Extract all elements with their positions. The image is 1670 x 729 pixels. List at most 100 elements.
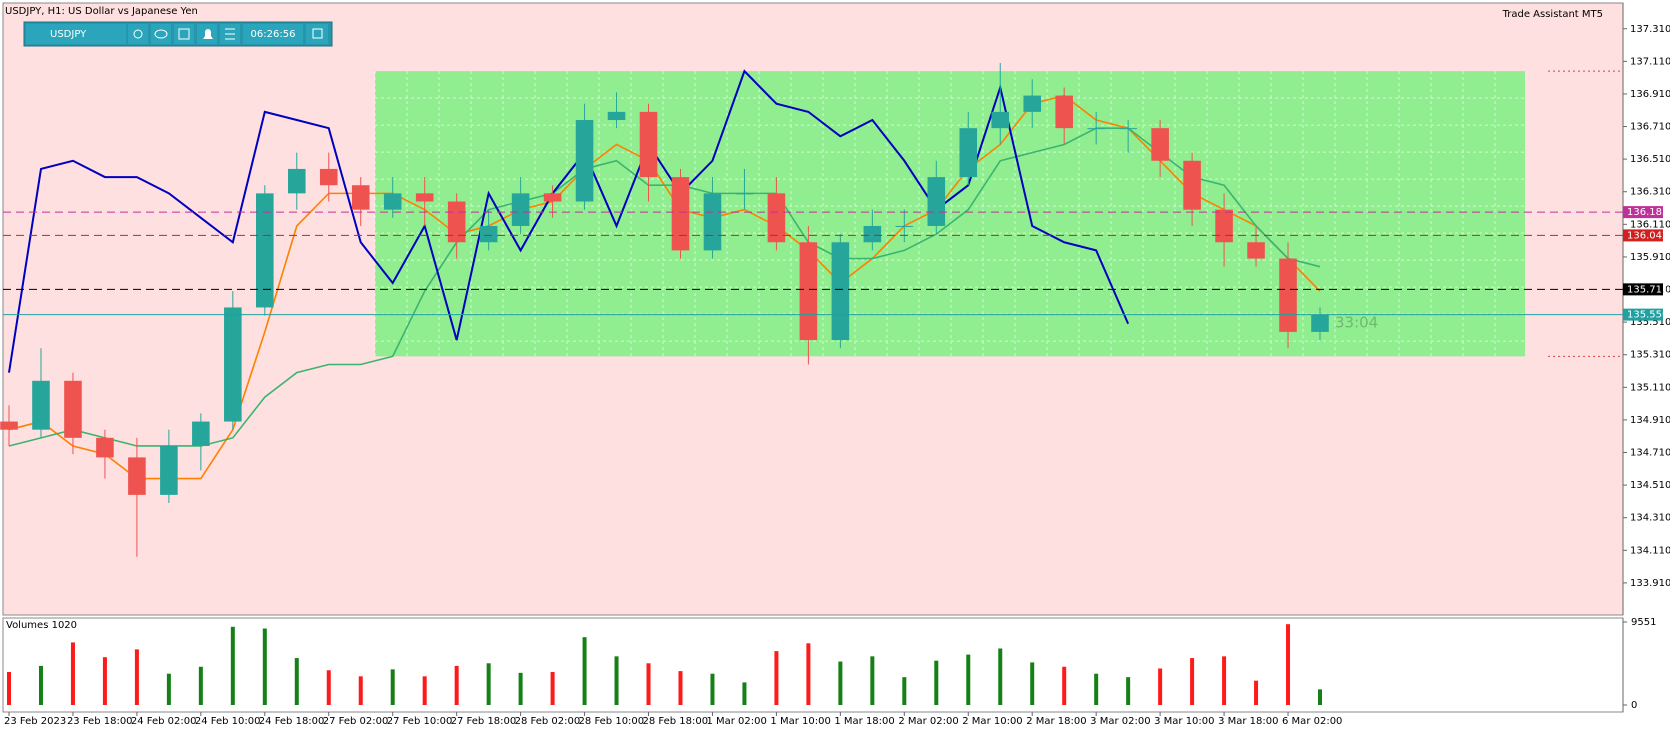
candle-body <box>895 225 914 227</box>
candle-body <box>1151 128 1169 161</box>
chart-title: USDJPY, H1: US Dollar vs Japanese Yen <box>5 6 198 17</box>
candle-body <box>96 437 114 458</box>
candle-body <box>1247 242 1265 259</box>
candle-body <box>287 168 306 194</box>
volume-bar <box>646 663 651 705</box>
candle-body <box>383 193 402 210</box>
candle-body <box>991 111 1010 129</box>
volume-bar <box>774 651 779 705</box>
candle-body <box>1183 160 1201 210</box>
volume-bar <box>1286 624 1291 705</box>
candle-body <box>256 193 274 308</box>
candle-body <box>351 185 370 210</box>
candle-body <box>415 193 434 202</box>
y-tick-label: 134.710 <box>1630 448 1670 459</box>
volume-bar <box>198 666 203 705</box>
volume-bar <box>1158 668 1163 705</box>
x-tick-label: 28 Feb 18:00 <box>643 716 709 727</box>
volume-bar <box>806 643 811 705</box>
volume-bar <box>966 654 971 705</box>
price-level-label: 136.042 <box>1627 230 1668 241</box>
view-button[interactable] <box>151 24 171 44</box>
y-tick-label: 137.310 <box>1630 24 1670 35</box>
y-tick-label: 135.110 <box>1630 382 1670 393</box>
icon <box>225 28 235 40</box>
volume-bar <box>870 656 875 705</box>
price-level-label: 136.185 <box>1627 207 1668 218</box>
x-tick-label: 27 Feb 02:00 <box>323 716 389 727</box>
volume-bar <box>38 665 43 705</box>
x-tick-label: 28 Feb 02:00 <box>515 716 581 727</box>
y-tick-label: 136.110 <box>1630 219 1670 230</box>
icon <box>133 29 143 39</box>
candle-body <box>319 168 338 186</box>
price-level-label: 135.711 <box>1627 284 1668 295</box>
price-level-tag <box>1623 308 1663 321</box>
price-level-tag <box>1623 229 1663 242</box>
candle-body <box>1279 258 1297 332</box>
y-tick-label: 135.310 <box>1630 350 1670 361</box>
volume-bar <box>1318 689 1322 705</box>
symbol-select[interactable] <box>26 24 126 44</box>
volume-bar <box>1094 673 1099 705</box>
clock: 06:26:56 <box>251 29 296 40</box>
y-tick-label: 137.110 <box>1630 56 1670 67</box>
expert-name: Trade Assistant MT5 <box>1502 9 1603 20</box>
volume-bar <box>710 673 715 705</box>
candle-body <box>959 128 978 178</box>
candle-body <box>224 307 242 422</box>
x-tick-label: 23 Feb 2023 <box>4 716 66 727</box>
candle-body <box>447 201 466 243</box>
candle-body <box>0 421 18 430</box>
candle-body <box>1311 314 1329 332</box>
candle-body <box>735 193 754 195</box>
y-tick-label: 136.910 <box>1630 89 1670 100</box>
y-tick-label: 134.110 <box>1630 545 1670 556</box>
candle-body <box>671 177 690 251</box>
volume-bar <box>294 658 299 705</box>
y-tick-label: 135.510 <box>1630 317 1670 328</box>
x-tick-label: 3 Mar 10:00 <box>1154 716 1214 727</box>
volume-bar <box>998 648 1003 705</box>
volume-bar <box>422 676 427 705</box>
screenshot-button[interactable] <box>128 24 148 44</box>
x-tick-label: 28 Feb 10:00 <box>579 716 645 727</box>
x-tick-label: 2 Mar 18:00 <box>1026 716 1086 727</box>
candle-body <box>1055 95 1073 129</box>
volume-bar <box>166 673 171 705</box>
x-tick-label: 27 Feb 10:00 <box>387 716 453 727</box>
candle-body <box>479 225 498 243</box>
x-tick-label: 24 Feb 18:00 <box>259 716 325 727</box>
candle-body <box>1119 128 1137 130</box>
volume-bar <box>742 682 747 705</box>
candle-body <box>543 193 562 202</box>
candle-body <box>703 193 722 251</box>
clock-box <box>243 24 303 44</box>
candle-body <box>1023 95 1042 112</box>
y-tick-label: 0 <box>1631 700 1637 711</box>
volume-bar <box>518 672 523 705</box>
candle-body <box>1087 128 1105 130</box>
y-tick-label: 134.510 <box>1630 480 1670 491</box>
volume-bar <box>614 656 619 705</box>
price-level-label: 135.556 <box>1627 310 1668 321</box>
volume-bar <box>358 676 363 705</box>
window-button[interactable] <box>306 24 328 44</box>
candle-body <box>511 193 530 226</box>
candle-body <box>32 380 50 430</box>
volume-bar <box>1190 658 1195 705</box>
volume-bar <box>7 671 11 705</box>
x-tick-label: 1 Mar 10:00 <box>770 716 830 727</box>
volume-bar <box>934 660 939 705</box>
candle-body <box>767 193 786 243</box>
calendar-button[interactable] <box>174 24 194 44</box>
x-tick-label: 6 Mar 02:00 <box>1282 716 1342 727</box>
candle-body <box>160 445 178 495</box>
volume-bar <box>230 626 235 705</box>
volume-bar <box>902 677 907 705</box>
volume-bar <box>1254 680 1259 705</box>
icon <box>154 29 168 39</box>
volume-bar <box>582 637 587 705</box>
volume-bar <box>1222 656 1227 705</box>
price-level-tag <box>1623 283 1663 296</box>
